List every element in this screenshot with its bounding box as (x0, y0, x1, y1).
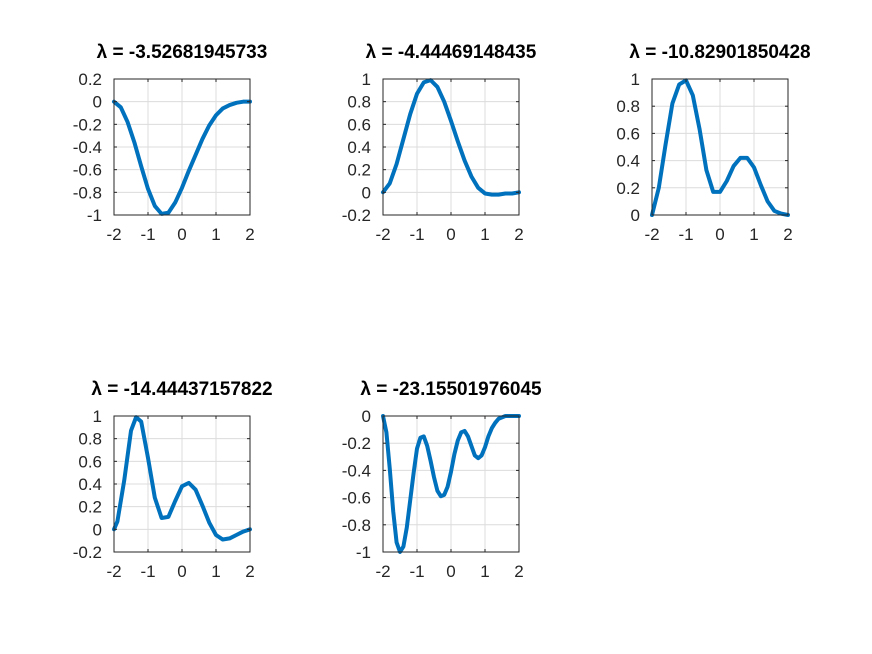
y-tick-label: 1 (631, 70, 640, 89)
y-tick-label: 0.2 (78, 70, 102, 89)
y-tick-label: 0 (631, 206, 640, 225)
x-tick-label: 2 (514, 562, 523, 581)
x-tick-label: 2 (245, 562, 254, 581)
x-tick-label: 2 (245, 225, 254, 244)
series-line-1 (112, 99, 252, 216)
x-tick-label: 0 (177, 562, 186, 581)
y-tick-label: -1 (87, 206, 102, 225)
subplot-5: -2 -1 0 1 2-1-0.8-0.6-0.4-0.20λ = -23.155019… (342, 379, 542, 581)
x-tick-label: -2 (106, 562, 121, 581)
y-tick-label: 0.8 (78, 430, 102, 449)
y-tick-label: -0.2 (73, 543, 102, 562)
x-tick-label: 0 (715, 225, 724, 244)
y-tick-label: 0 (362, 183, 371, 202)
x-tick-label: 1 (480, 562, 489, 581)
y-tick-label: -0.2 (342, 206, 371, 225)
series-line-1 (112, 415, 252, 542)
y-tick-label: 0.2 (347, 161, 371, 180)
x-tick-label: 2 (514, 225, 523, 244)
y-tick-label: -0.2 (73, 115, 102, 134)
subplot-2: -2 -1 0 1 2 -0.2 0 0.2 0.4 0.6 0.8 1 λ = -4.44469148… (342, 42, 537, 244)
subplot-title: λ = -3.52681945733 (97, 42, 268, 63)
series-line-1 (650, 78, 790, 217)
y-tick-label: 0.6 (616, 124, 640, 143)
x-tick-label: -1 (678, 225, 693, 244)
y-tick-label: 1 (362, 70, 371, 89)
y-tick-label: 0 (93, 93, 102, 112)
x-tick-label: -1 (409, 562, 424, 581)
y-tick-label: 0.4 (78, 475, 102, 494)
x-tick-label: 1 (480, 225, 489, 244)
series-line-1 (381, 414, 521, 554)
x-tick-label: 1 (211, 562, 220, 581)
subplot-1: -2 -1 0 1 2-1-0.8-0.6-0.4-0.200.2λ = -3.5268… (73, 42, 268, 244)
x-tick-label: 1 (749, 225, 758, 244)
x-tick-label: 2 (783, 225, 792, 244)
y-tick-label: -0.8 (73, 183, 102, 202)
x-tick-label: 0 (446, 225, 455, 244)
subplot-title: λ = -10.82901850428 (629, 42, 810, 63)
y-tick-label: -0.4 (73, 138, 102, 157)
x-tick-label: 0 (177, 225, 186, 244)
y-tick-label: 0.8 (616, 97, 640, 116)
y-tick-label: -0.6 (342, 489, 371, 508)
x-tick-label: -2 (644, 225, 659, 244)
x-tick-label: -2 (375, 225, 390, 244)
subplot-title: λ = -14.44437157822 (91, 379, 272, 400)
x-tick-label: 0 (446, 562, 455, 581)
y-tick-label: 1 (93, 407, 102, 426)
x-tick-label: 1 (211, 225, 220, 244)
y-tick-label: 0.2 (78, 498, 102, 517)
x-tick-label: -1 (140, 225, 155, 244)
y-tick-label: 0.6 (347, 115, 371, 134)
subplot-4: -2 -1 0 1 2 -0.2 0 0.2 0.4 0.6 0.8 1 λ = -14.4443715… (73, 379, 273, 581)
x-tick-label: -1 (140, 562, 155, 581)
y-tick-label: -0.2 (342, 434, 371, 453)
y-tick-label: -1 (356, 543, 371, 562)
x-tick-label: -1 (409, 225, 424, 244)
subplot-title: λ = -4.44469148435 (366, 42, 537, 63)
y-tick-label: 0.2 (616, 179, 640, 198)
y-tick-label: 0.4 (347, 138, 371, 157)
y-tick-label: 0 (362, 407, 371, 426)
y-tick-label: -0.8 (342, 516, 371, 535)
x-tick-label: -2 (106, 225, 121, 244)
y-tick-label: 0.8 (347, 93, 371, 112)
x-tick-label: -2 (375, 562, 390, 581)
y-tick-label: -0.6 (73, 161, 102, 180)
series-line-1 (381, 78, 521, 197)
y-tick-label: 0 (93, 520, 102, 539)
y-tick-label: -0.4 (342, 461, 371, 480)
subplot-title: λ = -23.15501976045 (360, 379, 542, 400)
subplot-3: -2 -1 0 1 2 0 0.2 0.4 0.6 0.8 1 λ = -10.82901850428 (616, 42, 810, 244)
y-tick-label: 0.6 (78, 452, 102, 471)
y-tick-label: 0.4 (616, 152, 640, 171)
